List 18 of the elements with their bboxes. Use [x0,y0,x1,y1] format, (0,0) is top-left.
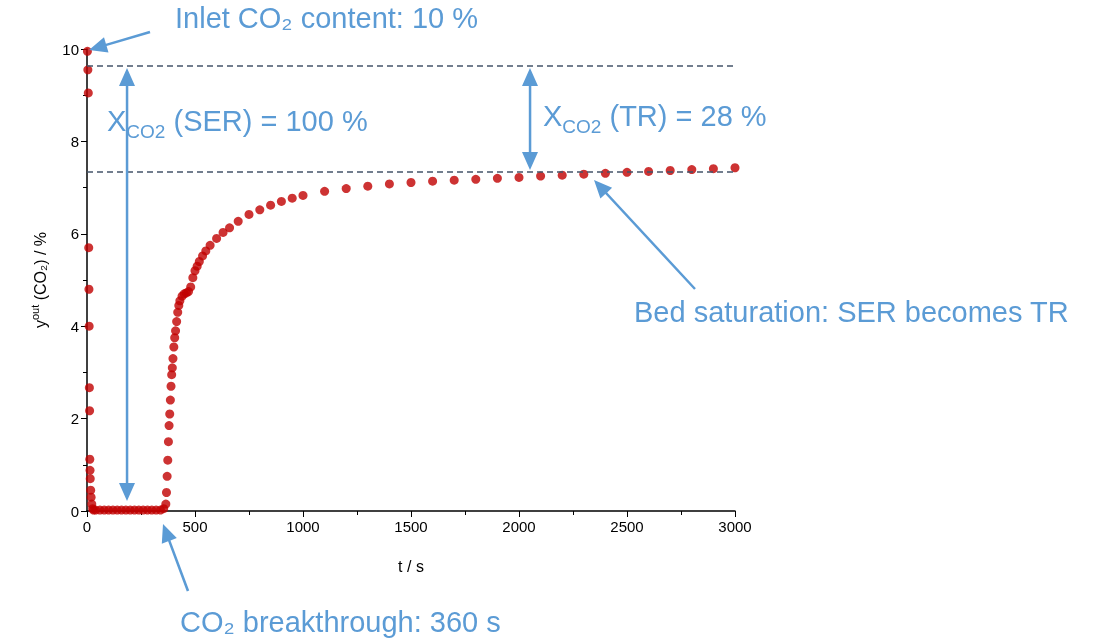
y-tick-label: 2 [70,410,79,428]
y-tick-label: 0 [70,502,79,520]
x-tick-label: 3000 [718,518,752,535]
y-tick-label: 10 [62,40,79,58]
text: CO₂ breakthrough: 360 s [180,605,501,639]
y-tick-label: 4 [70,317,79,335]
x-tick-label: 2500 [610,518,644,535]
annotation: Bed saturation: SER becomes TR [634,295,1069,329]
x-axis-title: t / s [398,557,424,577]
annotation: X$_{CO2}$ (TR) = 28 % [543,99,767,139]
x-tick-label: 1500 [394,518,428,535]
x-tick-label: 1000 [286,518,320,535]
text: Inlet CO₂ content: 10 % [175,1,479,35]
x-tick-label: 0 [82,518,92,535]
y-tick-label: 8 [70,132,79,150]
x-tick-label: 500 [182,518,208,535]
x-tick-label: 2000 [502,518,536,535]
y-tick-label: 6 [70,225,79,243]
